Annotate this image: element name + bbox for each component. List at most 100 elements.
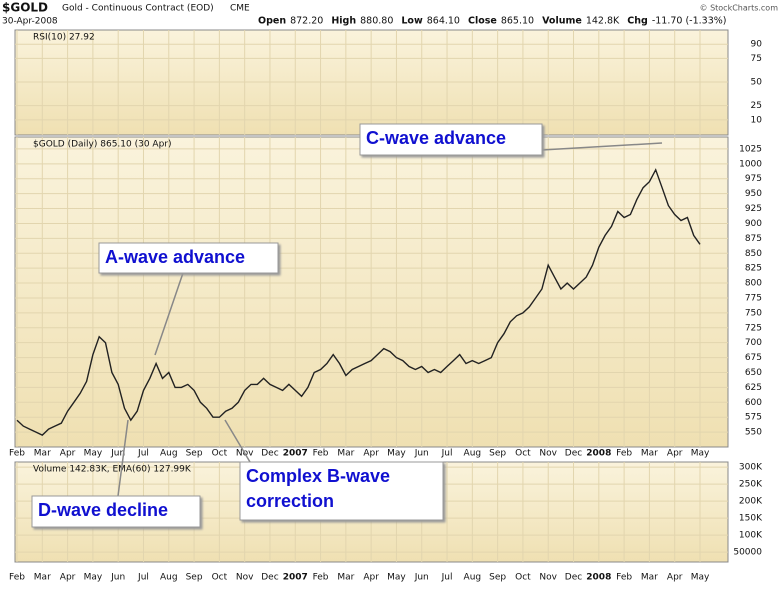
x-tick-label: Oct <box>212 449 228 459</box>
x-tick-label: Aug <box>464 449 482 459</box>
panel-label: Volume 142.83K, EMA(60) 127.99K <box>33 465 192 475</box>
x-tick-label: Aug <box>464 573 482 583</box>
x-tick-label: Mar <box>641 573 658 583</box>
quote-value: 865.10 <box>501 16 534 27</box>
y-tick-label: 750 <box>745 308 762 318</box>
x-tick-label: Nov <box>539 573 557 583</box>
x-tick-label: Apr <box>60 573 76 583</box>
x-tick-label: May <box>387 573 406 583</box>
x-tick-label: Mar <box>34 573 51 583</box>
x-tick-label: Apr <box>667 449 683 459</box>
price-line <box>16 168 701 436</box>
x-tick-label: Dec <box>565 449 582 459</box>
annotation-text: correction <box>246 491 334 511</box>
y-tick-label: 50 <box>751 78 763 88</box>
x-tick-label: Dec <box>261 573 278 583</box>
x-tick-label: Mar <box>337 573 354 583</box>
y-tick-label: 900 <box>745 219 762 229</box>
annotation-box <box>239 461 444 521</box>
x-tick-label: Jul <box>137 573 149 583</box>
annotation-text: C-wave advance <box>366 128 506 148</box>
x-tick-label: Sep <box>489 573 506 583</box>
annotation-pointer <box>224 419 251 463</box>
annotation-text: D-wave decline <box>38 500 168 520</box>
y-tick-label: 150K <box>739 514 763 524</box>
x-tick-label: Feb <box>9 573 25 583</box>
annotation-pointer <box>117 419 129 497</box>
y-tick-label: 250K <box>739 480 763 490</box>
x-tick-label: Sep <box>186 449 203 459</box>
x-tick-label: May <box>691 573 710 583</box>
x-tick-label: Oct <box>515 449 531 459</box>
x-tick-label: Feb <box>313 449 329 459</box>
watermark: © StockCharts.com <box>700 4 779 13</box>
x-tick-label: 2008 <box>586 449 611 459</box>
y-tick-label: 575 <box>745 413 762 423</box>
annotation-text: A-wave advance <box>105 247 245 267</box>
y-tick-label: 625 <box>745 383 762 393</box>
y-tick-label: 300K <box>739 463 763 473</box>
y-tick-label: 875 <box>745 234 762 244</box>
y-tick-label: 700 <box>745 338 762 348</box>
x-tick-label: Mar <box>34 449 51 459</box>
y-tick-label: 1025 <box>739 144 762 154</box>
x-tick-label: Nov <box>236 573 254 583</box>
x-tick-label: Jun <box>414 573 429 583</box>
x-tick-label: May <box>691 449 710 459</box>
y-tick-label: 975 <box>745 174 762 184</box>
y-tick-label: 600 <box>745 398 762 408</box>
panel-label: RSI(10) 27.92 <box>33 33 95 43</box>
y-tick-label: 950 <box>745 189 762 199</box>
y-tick-label: 25 <box>751 101 762 111</box>
y-tick-label: 10 <box>751 115 763 125</box>
x-tick-label: Mar <box>337 449 354 459</box>
quote-label: Close <box>468 16 497 27</box>
annotation-pointer <box>541 142 663 151</box>
x-tick-label: Apr <box>667 573 683 583</box>
quote-label: Volume <box>542 16 582 27</box>
annotation-pointer <box>154 272 184 356</box>
x-tick-label: Dec <box>261 449 278 459</box>
y-tick-label: 825 <box>745 264 762 274</box>
quote-value: 864.10 <box>427 16 460 27</box>
x-tick-label: 2008 <box>586 573 611 583</box>
x-tick-label: Apr <box>363 449 379 459</box>
x-tick-label: Sep <box>186 573 203 583</box>
quote-label: High <box>331 16 356 27</box>
y-tick-label: 550 <box>745 428 762 438</box>
y-tick-label: 775 <box>745 293 762 303</box>
description: Gold - Continuous Contract (EOD) <box>62 4 214 14</box>
panel-label: $GOLD (Daily) 865.10 (30 Apr) <box>33 140 172 150</box>
x-tick-label: Dec <box>565 573 582 583</box>
annotation-box <box>31 495 201 528</box>
y-tick-label: 90 <box>751 40 763 50</box>
quote-label: Low <box>401 16 423 27</box>
x-tick-label: Oct <box>212 573 228 583</box>
y-tick-label: 800 <box>745 279 762 289</box>
y-tick-label: 100K <box>739 531 763 541</box>
x-tick-label: Sep <box>489 449 506 459</box>
x-tick-label: Feb <box>313 573 329 583</box>
x-tick-label: Feb <box>9 449 25 459</box>
quote-value: 880.80 <box>360 16 393 27</box>
x-tick-label: Feb <box>616 573 632 583</box>
x-tick-label: Jun <box>110 573 125 583</box>
y-tick-label: 75 <box>751 54 762 64</box>
date: 30-Apr-2008 <box>2 17 58 27</box>
x-tick-label: Feb <box>616 449 632 459</box>
annotation-box <box>359 123 543 156</box>
x-tick-label: 2007 <box>283 573 308 583</box>
annotation-box <box>98 242 279 274</box>
x-tick-label: May <box>387 449 406 459</box>
x-tick-label: Nov <box>539 449 557 459</box>
x-tick-label: Jun <box>110 449 125 459</box>
x-tick-label: Apr <box>363 573 379 583</box>
x-tick-label: 2007 <box>283 449 308 459</box>
y-tick-label: 1000 <box>739 159 762 169</box>
y-tick-label: 50000 <box>733 548 762 558</box>
x-tick-label: Jul <box>441 573 453 583</box>
y-tick-label: 725 <box>745 323 762 333</box>
x-tick-label: Jul <box>137 449 149 459</box>
